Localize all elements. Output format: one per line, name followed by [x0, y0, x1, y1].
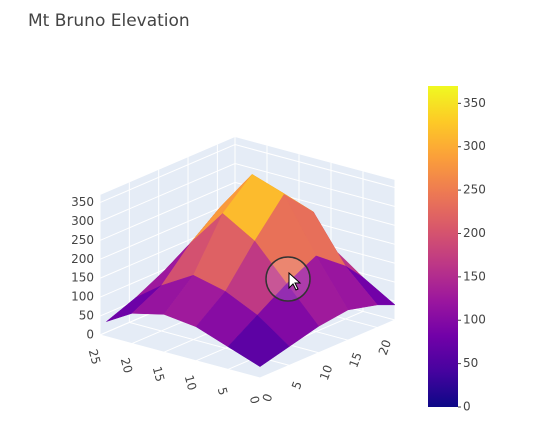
z-tick-label: 250: [71, 233, 94, 247]
colorbar-tick-label: 300: [463, 139, 486, 153]
z-tick-label: 100: [71, 290, 94, 304]
colorbar-tick-label: 150: [463, 269, 486, 283]
surface-cell: [227, 314, 290, 367]
z-tick-label: 200: [71, 252, 94, 266]
z-tick-label: 350: [71, 195, 94, 209]
scene: [99, 137, 396, 379]
colorbar: [428, 86, 458, 407]
x-tick-label: 15: [150, 365, 167, 383]
y-grid-line: [99, 195, 261, 379]
y-tick-label: 20: [376, 338, 394, 357]
z-tick-label: 150: [71, 271, 94, 285]
x-tick-label: 25: [86, 348, 103, 366]
y-tick-label: 0: [260, 392, 276, 404]
colorbar-tick-label: 50: [463, 356, 478, 370]
x-tick-label: 0: [247, 394, 263, 405]
x-tick-label: 20: [118, 356, 135, 374]
x-tick-label: 5: [215, 386, 231, 397]
colorbar-tick-label: 200: [463, 226, 486, 240]
colorbar-tick-label: 250: [463, 183, 486, 197]
z-tick-label: 50: [79, 309, 94, 323]
y-tick-label: 15: [346, 350, 364, 369]
cursor: [288, 271, 302, 291]
cursor-ring: [265, 256, 311, 302]
chart-title: Mt Bruno Elevation: [28, 11, 190, 31]
colorbar-tick-label: 350: [463, 96, 486, 110]
x-grid-line: [259, 180, 396, 379]
y-tick-label: 5: [289, 379, 305, 391]
z-tick-label: 0: [86, 328, 94, 342]
colorbar-tick-label: 100: [463, 313, 486, 327]
colorbar-tick-label: 0: [463, 400, 471, 414]
y-tick-label: 10: [317, 363, 335, 382]
z-tick-label: 300: [71, 214, 94, 228]
x-tick-label: 10: [182, 373, 199, 391]
